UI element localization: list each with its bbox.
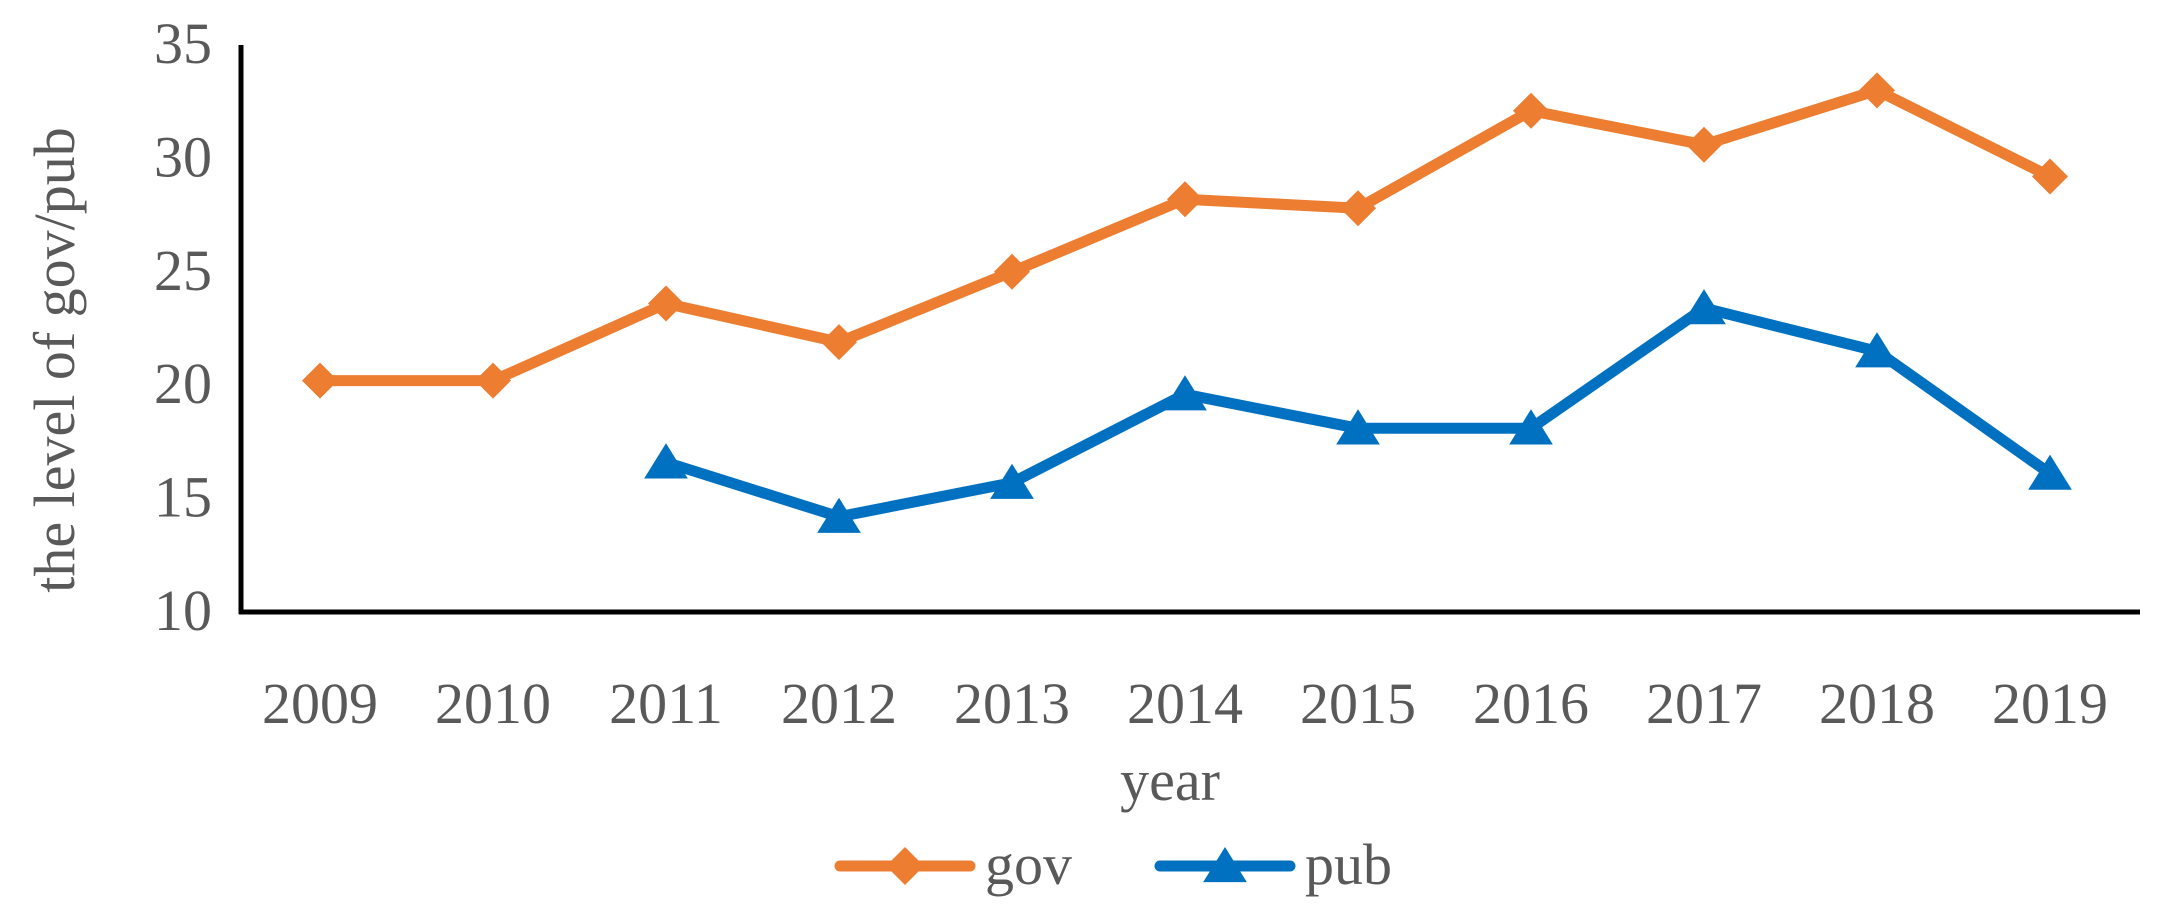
x-tick-label: 2018 — [1819, 671, 1935, 736]
data-point-gov — [1686, 126, 1722, 163]
x-tick-label: 2016 — [1473, 671, 1589, 736]
data-point-gov — [1513, 92, 1549, 129]
x-tick-label: 2014 — [1127, 671, 1243, 736]
x-tick-label: 2019 — [1992, 671, 2108, 736]
y-tick-label: 20 — [154, 351, 212, 416]
legend: gov pub — [834, 832, 1392, 897]
data-point-gov — [994, 253, 1030, 290]
y-tick-label: 15 — [154, 465, 212, 530]
y-tick-label: 35 — [154, 11, 212, 76]
x-axis-title: year — [1120, 748, 1220, 813]
legend-marker-pub — [1203, 847, 1247, 883]
x-tick-label: 2015 — [1300, 671, 1416, 736]
y-axis-title: the level of gov/pub — [22, 127, 87, 593]
series-pub — [644, 289, 2072, 533]
data-point-gov — [1167, 181, 1203, 218]
series-line-gov — [314, 84, 2056, 387]
legend-label-gov: gov — [985, 832, 1072, 897]
data-point-pub — [2028, 454, 2072, 490]
data-point-pub — [1336, 409, 1380, 445]
y-tick-label: 10 — [154, 578, 212, 643]
data-point-gov — [1859, 72, 1895, 109]
data-point-pub — [990, 463, 1034, 499]
x-tick-label: 2013 — [954, 671, 1070, 736]
x-tick-label: 2012 — [781, 671, 897, 736]
y-tick-label: 30 — [154, 124, 212, 189]
data-point-gov — [648, 285, 684, 322]
legend-item-pub: pub — [1154, 832, 1392, 897]
data-point-gov — [1340, 190, 1376, 227]
axes — [238, 45, 2140, 615]
x-tick-label: 2010 — [435, 671, 551, 736]
legend-label-pub: pub — [1305, 832, 1392, 897]
data-point-pub — [1682, 289, 1726, 325]
data-point-pub — [644, 443, 688, 479]
data-point-pub — [1855, 332, 1899, 368]
x-tick-label: 2017 — [1646, 671, 1762, 736]
x-tick-label: 2011 — [609, 671, 723, 736]
legend-item-gov: gov — [834, 832, 1072, 897]
legend-marker-gov — [886, 847, 924, 885]
y-tick-label: 25 — [154, 238, 212, 303]
data-point-gov — [475, 362, 511, 399]
data-point-pub — [817, 497, 861, 533]
data-point-pub — [1163, 375, 1207, 411]
series-gov — [302, 72, 2068, 399]
x-tick-labels: 2009 2010 2011 2012 2013 2014 2015 2016 2017 2018… — [262, 671, 2108, 736]
data-point-gov — [2032, 158, 2068, 195]
data-point-gov — [821, 324, 857, 361]
series-layer — [302, 72, 2072, 533]
y-tick-labels: 10 15 20 25 30 35 — [154, 11, 212, 643]
x-tick-label: 2009 — [262, 671, 378, 736]
data-point-gov — [302, 362, 338, 399]
data-point-pub — [1509, 409, 1553, 445]
